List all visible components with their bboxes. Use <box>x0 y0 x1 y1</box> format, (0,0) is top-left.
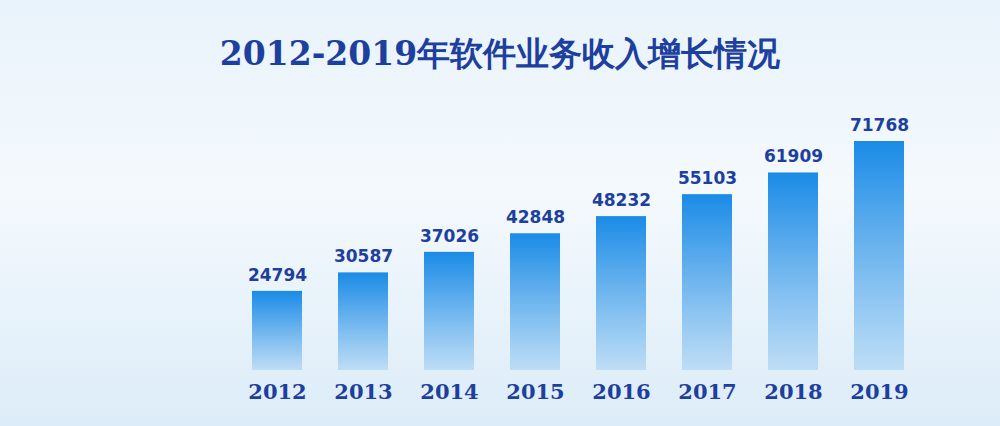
svg-text:2015: 2015 <box>506 379 564 404</box>
svg-text:42848: 42848 <box>506 207 565 227</box>
svg-text:30587: 30587 <box>334 246 393 266</box>
svg-text:61909: 61909 <box>764 146 823 166</box>
svg-text:55103: 55103 <box>678 168 737 188</box>
svg-text:71768: 71768 <box>850 115 909 135</box>
svg-text:2018: 2018 <box>764 379 822 404</box>
svg-text:24794: 24794 <box>248 265 307 285</box>
svg-text:48232: 48232 <box>592 190 651 210</box>
svg-text:2013: 2013 <box>334 379 392 404</box>
svg-text:2014: 2014 <box>420 379 478 404</box>
svg-text:2017: 2017 <box>678 379 736 404</box>
svg-text:2012: 2012 <box>248 379 306 404</box>
svg-text:2016: 2016 <box>592 379 650 404</box>
svg-text:2019: 2019 <box>850 379 908 404</box>
html-text:2012-2019年软件业务收入增长情况: 2012-2019年软件业务收入增长情况 <box>219 34 781 73</box>
svg-text:37026: 37026 <box>420 226 479 246</box>
